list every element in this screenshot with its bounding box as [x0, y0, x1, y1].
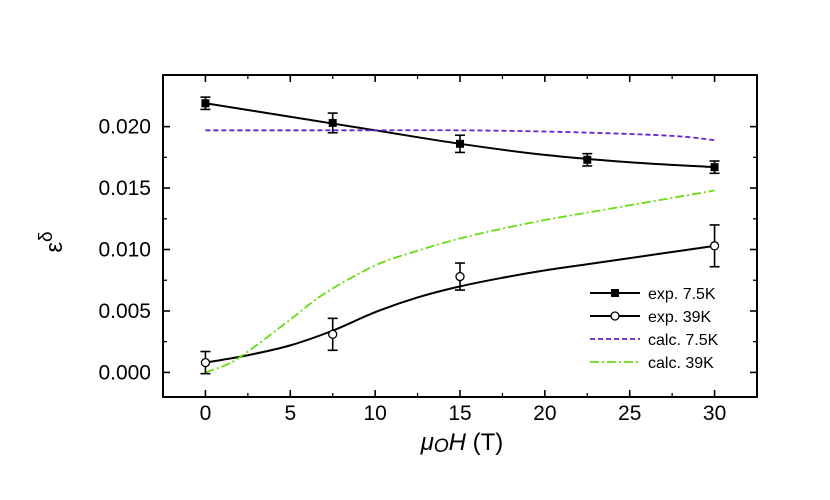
- series-line-4: [205, 129, 715, 142]
- y-axis-label: εδ: [36, 231, 68, 252]
- x-axis-label-var: H: [449, 429, 467, 456]
- legend-label: exp. 39K: [648, 309, 711, 326]
- data-point-square: [710, 163, 719, 172]
- y-axis-label-base: ε: [41, 242, 68, 253]
- data-point-square: [583, 155, 592, 164]
- data-point-circle: [455, 271, 465, 282]
- x-tick-label: 5: [284, 402, 296, 425]
- y-tick-label: 0.005: [98, 300, 151, 323]
- legend-entry: calc. 39K: [590, 355, 714, 372]
- data-point-square: [328, 118, 337, 127]
- y-axis-label-sup: δ: [36, 231, 57, 242]
- legend-label: calc. 39K: [648, 355, 714, 372]
- x-tick-label: 25: [618, 402, 641, 425]
- y-tick-label: 0.020: [98, 116, 151, 139]
- x-tick-label: 0: [200, 402, 212, 425]
- data-point-circle: [328, 329, 338, 339]
- y-tick-label: 0.000: [98, 361, 151, 384]
- y-tick-label: 0.015: [98, 177, 151, 200]
- x-axis-label-sub: O: [434, 436, 449, 457]
- x-tick-label: 20: [533, 402, 556, 425]
- marker-layer: [200, 96, 720, 375]
- ticks-layer: 0 5 10 15 20 25 30 0.000 0.005 0.010 0.015 0.020: [98, 75, 757, 425]
- y-tick-label: 0.010: [98, 239, 151, 262]
- data-point-circle: [200, 357, 211, 368]
- legend: exp. 7.5K exp. 39K calc. 7.5K calc. 39K: [590, 286, 719, 372]
- legend-label: calc. 7.5K: [648, 332, 719, 349]
- x-axis-label: μOH (T): [420, 429, 504, 457]
- x-axis-label-mu: μ: [420, 429, 434, 456]
- legend-entry: exp. 39K: [590, 309, 711, 326]
- legend-label: exp. 7.5K: [648, 286, 716, 303]
- x-tick-label: 30: [703, 402, 726, 425]
- legend-entry: exp. 7.5K: [590, 286, 716, 303]
- legend-swatch-square: [611, 289, 619, 297]
- legend-entry: calc. 7.5K: [590, 332, 719, 349]
- x-axis-label-unit: (T): [466, 429, 503, 456]
- data-point-square: [201, 99, 210, 108]
- series-line-5: [205, 189, 715, 374]
- x-tick-label: 10: [363, 402, 386, 425]
- x-tick-label: 15: [448, 402, 471, 425]
- data-point-square: [456, 139, 464, 148]
- legend-swatch-circle: [610, 311, 620, 321]
- data-point-circle: [709, 241, 720, 251]
